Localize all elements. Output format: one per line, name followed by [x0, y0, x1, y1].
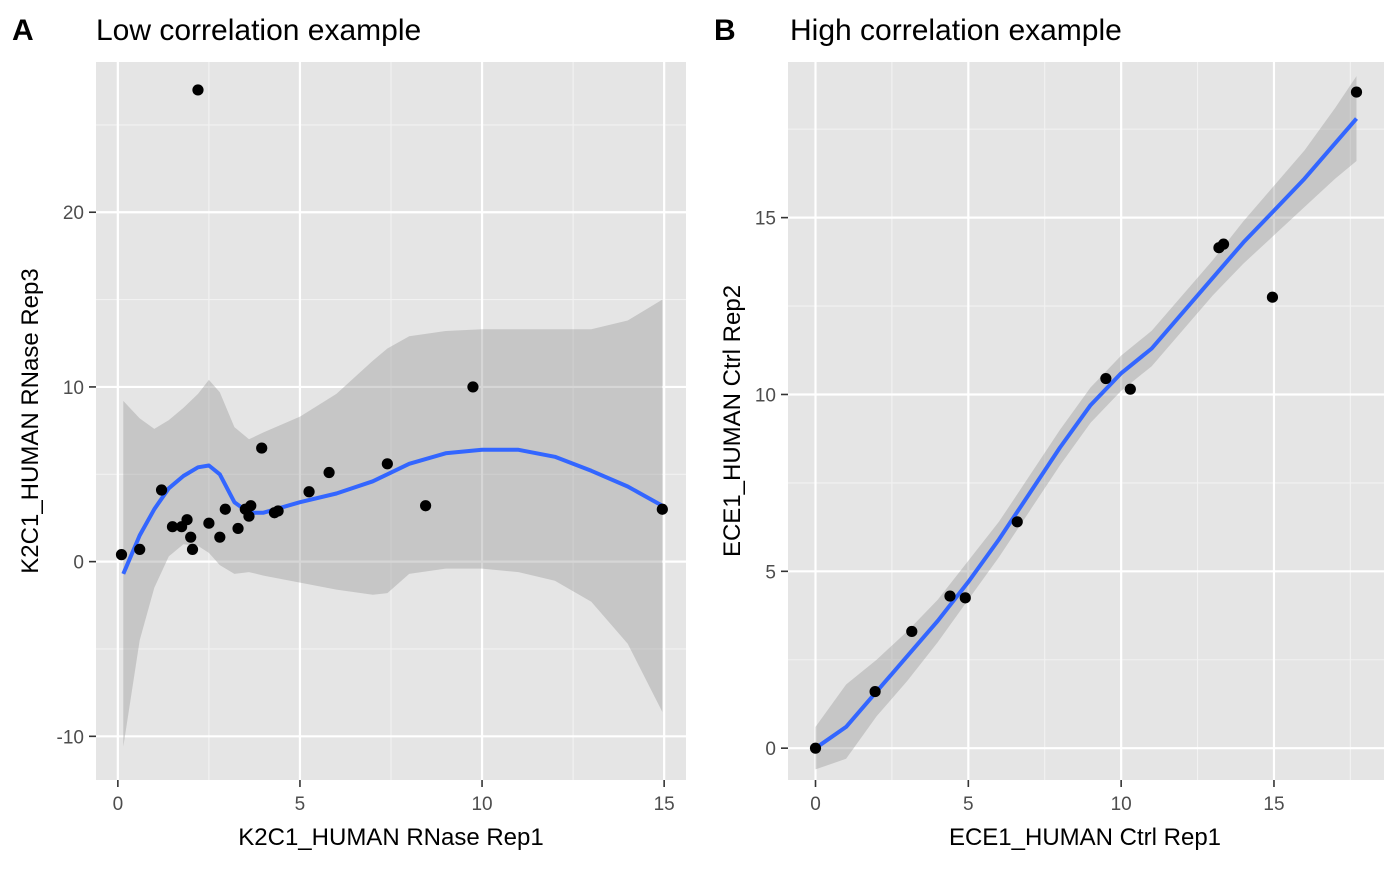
smooth-trend-line [121, 447, 664, 575]
x-tick-label: 0 [113, 794, 124, 815]
data-point [809, 742, 822, 754]
data-point [155, 484, 168, 496]
x-tick-label: 15 [1263, 794, 1284, 815]
data-point [256, 442, 268, 454]
y-tick-label: 10 [63, 378, 84, 399]
data-point [381, 458, 393, 470]
y-tick-label: -10 [57, 727, 84, 748]
chart-title: Low correlation example [96, 14, 421, 47]
y-tick-label: 0 [765, 739, 776, 760]
plot-background [788, 62, 1384, 780]
data-point [959, 592, 971, 604]
x-axis-label: K2C1_HUMAN RNase Rep1 [238, 824, 543, 851]
data-point [303, 486, 315, 498]
data-point [115, 549, 128, 561]
data-point [181, 514, 193, 526]
data-point [1011, 516, 1023, 528]
data-point [906, 625, 918, 638]
panel-b: B High correlation example ECE1_HUMAN Ct… [714, 14, 1384, 851]
x-tick-label: 10 [471, 794, 492, 815]
y-tick-label: 0 [73, 553, 84, 574]
y-tick-label: 20 [63, 203, 84, 224]
y-axis-label: K2C1_HUMAN RNase Rep3 [17, 268, 44, 573]
data-point [214, 531, 226, 543]
data-point [243, 510, 255, 522]
panel-tag: A [12, 14, 34, 47]
data-point [323, 466, 335, 479]
panel-a: A Low correlation example K2C1_HUMAN RNa… [12, 14, 686, 851]
x-tick-label: 0 [810, 794, 821, 815]
panel-tag: B [714, 14, 736, 47]
y-tick-label: 15 [755, 209, 776, 230]
smooth-trend-line [814, 117, 1359, 750]
y-axis-label: ECE1_HUMAN Ctrl Rep2 [719, 285, 746, 557]
data-point [467, 381, 479, 393]
data-point [245, 500, 257, 512]
x-tick-label: 10 [1111, 794, 1132, 815]
data-point [1217, 238, 1230, 250]
data-point [656, 503, 668, 515]
data-point [134, 543, 146, 556]
data-point [1266, 291, 1279, 303]
data-point [1100, 372, 1112, 385]
chart-title: High correlation example [790, 14, 1122, 47]
data-point [219, 503, 231, 515]
data-point [185, 531, 197, 543]
x-tick-label: 5 [963, 794, 974, 815]
data-point [1124, 383, 1136, 395]
y-tick-label: 10 [755, 385, 776, 406]
data-point [186, 543, 199, 556]
data-point [1350, 86, 1363, 98]
confidence-ribbon [123, 299, 663, 747]
data-point [419, 500, 432, 512]
data-point [166, 521, 179, 533]
data-point [192, 84, 204, 96]
x-tick-label: 5 [295, 794, 306, 815]
data-point [232, 522, 244, 535]
x-axis-label: ECE1_HUMAN Ctrl Rep1 [949, 824, 1221, 851]
y-tick-label: 5 [765, 562, 776, 583]
x-tick-label: 15 [654, 794, 675, 815]
data-point [203, 517, 215, 529]
data-point [272, 505, 284, 517]
data-point [869, 685, 881, 698]
data-point [944, 590, 956, 602]
